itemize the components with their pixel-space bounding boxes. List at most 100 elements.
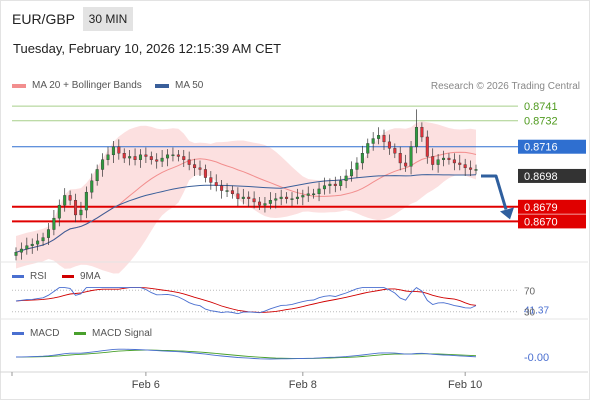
- candle-body: [36, 240, 40, 245]
- candle-body: [117, 146, 121, 154]
- candle-body: [90, 180, 94, 193]
- legend-macd-label: MACD: [30, 328, 60, 339]
- candle-body: [160, 157, 164, 162]
- level-box-0.8679: [518, 199, 586, 214]
- candle-body: [312, 193, 316, 196]
- forecast-arrow: [481, 174, 508, 210]
- rsi-lower-label: 30: [524, 308, 536, 319]
- candle-body: [458, 162, 462, 165]
- legend-macd: MACD: [12, 328, 59, 339]
- level-label-0.8698: 0.8698: [524, 171, 558, 183]
- candle-body: [382, 135, 386, 143]
- ma50-line: [15, 174, 477, 253]
- candle-body: [230, 190, 234, 195]
- candle-body: [333, 183, 337, 186]
- candle-body: [328, 183, 332, 186]
- candle-body: [111, 146, 115, 156]
- candle-body: [74, 200, 78, 216]
- candle-body: [414, 127, 418, 147]
- rsi-ma-line: [15, 287, 477, 313]
- macd-line: [15, 348, 477, 360]
- candle-body: [306, 193, 310, 196]
- x-tick-label: Feb 6: [132, 379, 160, 391]
- legend-rsi-swatch: [12, 275, 24, 278]
- level-box-0.8670: [518, 214, 586, 229]
- candle-body: [344, 175, 348, 182]
- candle-body: [171, 154, 175, 157]
- legend-rsi-label: RSI: [30, 271, 47, 282]
- legend-ma20: MA 20 + Bollinger Bands: [12, 80, 142, 91]
- candle-body: [404, 162, 408, 167]
- credit-text: Research © 2026 Trading Central: [430, 81, 580, 92]
- candle-body: [14, 252, 18, 256]
- candle-body: [187, 159, 191, 165]
- legend-macd-signal-label: MACD Signal: [92, 328, 153, 339]
- instrument-symbol: EUR/GBP: [12, 11, 76, 27]
- candle-body: [279, 196, 283, 199]
- timeframe-button[interactable]: 30 MIN: [83, 7, 133, 31]
- candle-body: [339, 180, 343, 186]
- candle-body: [436, 159, 440, 165]
- candle-body: [57, 204, 61, 219]
- candle-body: [274, 198, 278, 201]
- legend-ma50-swatch: [155, 83, 169, 88]
- candle-body: [263, 203, 267, 206]
- level-box-0.8698: [518, 168, 586, 183]
- legend-macd-signal: MACD Signal: [74, 328, 152, 339]
- level-label-0.8741: 0.8741: [524, 101, 558, 113]
- candle-body: [398, 153, 402, 164]
- forecast-arrow-head: [500, 207, 514, 220]
- legend-ma20-label: MA 20 + Bollinger Bands: [32, 80, 142, 91]
- legend-ma50: MA 50: [155, 80, 203, 91]
- candle-body: [84, 191, 88, 211]
- candle-body: [25, 245, 29, 250]
- candle-body: [101, 159, 105, 170]
- candle-body: [295, 196, 299, 199]
- level-box-0.8716: [518, 139, 586, 154]
- candle-body: [106, 154, 110, 160]
- candle-body: [322, 185, 326, 190]
- level-label-0.8670: 0.8670: [524, 216, 558, 228]
- candle-body: [193, 164, 197, 169]
- candle-body: [220, 185, 224, 191]
- candle-body: [155, 159, 159, 162]
- candle-body: [469, 167, 473, 170]
- candle-body: [258, 201, 262, 206]
- macd-signal-line: [16, 349, 477, 359]
- candle-body: [463, 164, 467, 169]
- candle-body: [95, 169, 99, 182]
- candle-body: [420, 127, 424, 138]
- candle-body: [371, 138, 375, 144]
- legend-rsi-ma-label: 9MA: [80, 271, 101, 282]
- candle-body: [133, 156, 137, 160]
- x-tick-label: Feb 10: [448, 379, 482, 391]
- legend-rsi-ma-swatch: [62, 275, 74, 278]
- level-label-0.8716: 0.8716: [524, 142, 558, 154]
- level-label-0.8679: 0.8679: [524, 202, 558, 214]
- candle-body: [41, 237, 45, 242]
- candle-body: [442, 157, 446, 160]
- candle-body: [149, 156, 153, 160]
- x-tick-label: Feb 8: [289, 379, 317, 391]
- candle-body: [46, 229, 50, 238]
- candle-body: [431, 156, 435, 165]
- legend-rsi: RSI: [12, 271, 47, 282]
- chart-datetime: Tuesday, February 10, 2026 12:15:39 AM C…: [13, 41, 282, 56]
- rsi-line: [15, 287, 477, 315]
- candle-body: [285, 196, 289, 199]
- candle-body: [19, 248, 23, 253]
- candle-body: [268, 200, 272, 204]
- candle-body: [128, 156, 132, 159]
- legend-ma20-swatch: [12, 83, 26, 88]
- candle-body: [252, 198, 256, 203]
- candle-body: [350, 169, 354, 177]
- level-label-0.8732: 0.8732: [524, 116, 558, 128]
- candle-body: [301, 195, 305, 198]
- candle-body: [68, 195, 72, 201]
- candle-body: [393, 148, 397, 154]
- bollinger-band: [16, 121, 476, 274]
- macd-current-label: -0.00: [524, 352, 549, 364]
- candle-body: [176, 154, 180, 157]
- candle-body: [387, 141, 391, 149]
- candle-body: [241, 196, 245, 199]
